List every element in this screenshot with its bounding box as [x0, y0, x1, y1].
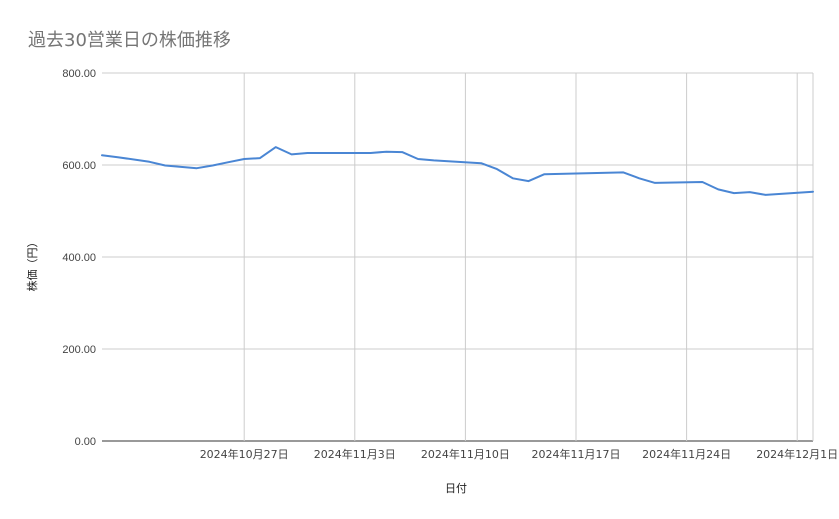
y-tick-label: 600.00 [62, 160, 96, 172]
x-axis-title: 日付 [445, 482, 467, 495]
y-tick-label: 0.00 [75, 436, 96, 448]
y-tick-label: 200.00 [62, 344, 96, 356]
series-line [101, 146, 814, 196]
y-tick-label: 400.00 [62, 252, 96, 264]
x-tick-label: 2024年11月24日 [642, 447, 731, 461]
x-tick-label: 2024年11月10日 [421, 447, 510, 461]
x-tick-label: 2024年12月1日 [756, 447, 838, 461]
x-tick-label: 2024年11月3日 [314, 447, 396, 461]
y-tick-label: 800.00 [62, 68, 96, 80]
chart-title: 過去30営業日の株価推移 [28, 30, 231, 51]
x-tick-label: 2024年11月17日 [532, 447, 621, 461]
x-tick-label: 2024年10月27日 [200, 447, 289, 461]
